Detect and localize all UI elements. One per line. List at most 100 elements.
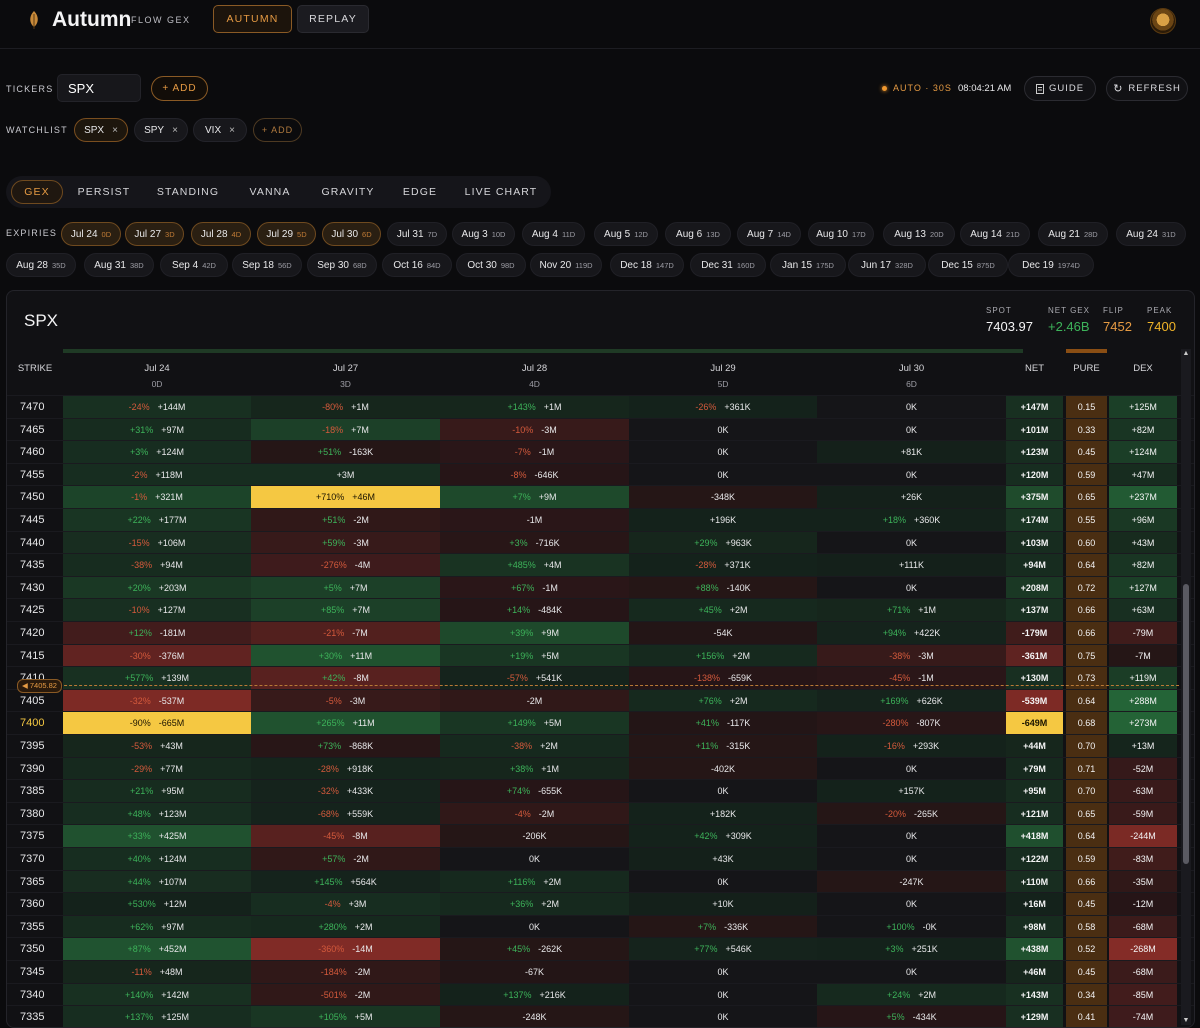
gex-cell[interactable]: -21% -7M <box>251 622 440 644</box>
gex-cell[interactable]: +116% +2M <box>440 870 629 893</box>
gex-cell[interactable]: +280% +2M <box>251 915 440 938</box>
refresh-button[interactable]: ↻ REFRESH <box>1106 76 1188 101</box>
table-row[interactable]: 7380 +48% +123M -68% +559K -4% -2M +182K -20% -26… <box>7 801 1194 825</box>
gex-cell[interactable]: +40% +124M <box>63 848 251 870</box>
gex-cell[interactable]: -28% +918K <box>251 757 440 780</box>
table-row[interactable]: 7360 +530% +12M -4% +3M +36% +2M +10K 0K +16M 0.45… <box>7 892 1194 916</box>
table-row[interactable]: 7365 +44% +107M +145% +564K +116% +2M 0K -247K +1… <box>7 869 1194 893</box>
gex-cell[interactable]: +36% +2M <box>440 893 629 916</box>
expiry-chip[interactable]: Aug 5 12D <box>594 222 658 246</box>
expiry-chip[interactable]: Dec 15 875D <box>928 253 1008 277</box>
gex-cell[interactable]: -5% -3M <box>251 689 440 712</box>
ticker-input[interactable] <box>57 74 141 102</box>
auto-refresh-status[interactable]: AUTO · 30S <box>882 83 952 93</box>
table-row[interactable]: 7375 +33% +425M -45% -8M -206K +42% +309K 0K +418… <box>7 824 1194 848</box>
expiry-chip[interactable]: Aug 7 14D <box>737 222 801 246</box>
gex-cell[interactable]: -67K <box>440 961 629 983</box>
gex-cell[interactable]: +38% +1M <box>440 757 629 780</box>
gex-cell[interactable]: -26% +361K <box>629 396 817 418</box>
gex-cell[interactable]: +145% +564K <box>251 870 440 893</box>
gex-cell[interactable]: +710% +46M <box>251 486 440 509</box>
expiry-chip[interactable]: Aug 24 31D <box>1116 222 1186 246</box>
expiry-chip[interactable]: Jul 27 3D <box>125 222 184 246</box>
tab-standing[interactable]: STANDING <box>156 186 220 198</box>
gex-cell[interactable]: -276% -4M <box>251 554 440 577</box>
gex-cell[interactable]: -20% -265K <box>817 802 1006 825</box>
gex-cell[interactable]: -1% +321M <box>63 486 251 509</box>
scroll-down-icon[interactable]: ▼ <box>1182 1017 1190 1024</box>
gex-cell[interactable]: -68% +559K <box>251 802 440 825</box>
table-row[interactable]: 7355 +62% +97M +280% +2M 0K +7% -336K +100% -0K +9… <box>7 914 1194 938</box>
gex-cell[interactable]: +87% +452M <box>63 938 251 961</box>
gex-cell[interactable]: +11% -315K <box>629 735 817 757</box>
table-row[interactable]: 7370 +40% +124M +57% -2M 0K +43K 0K +122M 0.59 -83… <box>7 847 1194 870</box>
expiry-chip[interactable]: Aug 14 21D <box>960 222 1030 246</box>
gex-cell[interactable]: +20% +203M <box>63 576 251 599</box>
watchlist-item-spy[interactable]: SPY × <box>134 118 188 142</box>
gex-cell[interactable]: +73% -868K <box>251 735 440 757</box>
gex-cell[interactable]: -24% +144M <box>63 396 251 418</box>
gex-cell[interactable]: +137% +216K <box>440 983 629 1006</box>
expiry-chip[interactable]: Aug 13 20D <box>883 222 955 246</box>
gex-cell[interactable]: 0K <box>629 780 817 802</box>
column-header[interactable]: Jul 27 3D <box>332 363 359 389</box>
table-row[interactable]: 7340 +140% +142M -501% -2M +137% +216K 0K +24% +2… <box>7 982 1194 1006</box>
gex-cell[interactable]: +45% +2M <box>629 599 817 622</box>
expiry-chip[interactable]: Jan 15 175D <box>770 253 846 277</box>
gex-cell[interactable]: +33% +425M <box>63 825 251 848</box>
gex-cell[interactable]: -8% -646K <box>440 463 629 486</box>
gex-cell[interactable]: +265% +11M <box>251 712 440 735</box>
gex-cell[interactable]: +51% -163K <box>251 441 440 464</box>
mode-autumn-button[interactable]: AUTUMN <box>213 5 292 33</box>
table-row[interactable]: 7395 -53% +43M +73% -868K -38% +2M +11% -315K -16… <box>7 734 1194 757</box>
expiry-chip[interactable]: Sep 18 56D <box>232 253 302 277</box>
expiry-chip[interactable]: Jun 17 328D <box>848 253 926 277</box>
gex-cell[interactable]: -53% +43M <box>63 735 251 757</box>
gex-cell[interactable]: +169% +626K <box>817 689 1006 712</box>
tab-edge[interactable]: EDGE <box>402 186 438 198</box>
gex-cell[interactable]: 0K <box>629 441 817 463</box>
table-row[interactable]: 7430 +20% +203M +5% +7M +67% -1M +88% -140K 0K +20… <box>7 575 1194 599</box>
gex-cell[interactable]: +42% +309K <box>629 825 817 848</box>
gex-cell[interactable]: +530% +12M <box>63 893 251 916</box>
gex-cell[interactable]: +24% +2M <box>817 983 1006 1006</box>
gex-cell[interactable]: -10% -3M <box>440 418 629 441</box>
gex-cell[interactable]: -4% +3M <box>251 893 440 916</box>
gex-cell[interactable]: -348K <box>629 486 817 509</box>
gex-cell[interactable]: +57% -2M <box>251 848 440 870</box>
table-row[interactable]: 7405 -32% -537M -5% -3M -2M +76% +2M +169% +626K -… <box>7 688 1194 712</box>
gex-cell[interactable]: +14% -484K <box>440 599 629 622</box>
gex-cell[interactable]: 0K <box>817 532 1006 554</box>
table-row[interactable]: 7335 +137% +125M +105% +5M -248K 0K +5% -434K +12… <box>7 1005 1194 1027</box>
gex-cell[interactable]: +48% +123M <box>63 802 251 825</box>
gex-cell[interactable]: 0K <box>817 464 1006 486</box>
gex-cell[interactable]: +67% -1M <box>440 576 629 599</box>
table-row[interactable]: 7460 +3% +124M +51% -163K -7% -1M 0K +81K +123M 0.… <box>7 440 1194 464</box>
column-header[interactable]: Jul 24 0D <box>144 363 170 389</box>
expiry-chip[interactable]: Dec 18 147D <box>610 253 684 277</box>
expiry-chip[interactable]: Dec 19 1974D <box>1008 253 1094 277</box>
table-row[interactable]: 7440 -15% +106M +59% -3M +3% -716K +29% +963K 0K +… <box>7 530 1194 554</box>
gex-cell[interactable]: -501% -2M <box>251 983 440 1006</box>
gex-cell[interactable]: 0K <box>440 916 629 938</box>
expiry-chip[interactable]: Sep 30 68D <box>307 253 377 277</box>
gex-cell[interactable]: +5% +7M <box>251 576 440 599</box>
gex-cell[interactable]: 0K <box>629 464 817 486</box>
gex-cell[interactable]: 0K <box>817 825 1006 847</box>
gex-cell[interactable]: -38% +2M <box>440 735 629 757</box>
table-row[interactable]: 7425 -10% +127M +85% +7M +14% -484K +45% +2M +71%… <box>7 598 1194 622</box>
gex-cell[interactable]: +3% -716K <box>440 531 629 554</box>
gex-cell[interactable]: +42% -8M <box>251 667 440 690</box>
gex-cell[interactable]: 0K <box>629 871 817 893</box>
scroll-up-icon[interactable]: ▲ <box>1182 350 1190 357</box>
gex-cell[interactable]: +94% +422K <box>817 622 1006 644</box>
gex-cell[interactable]: -29% +77M <box>63 757 251 780</box>
tab-vanna[interactable]: VANNA <box>249 186 291 198</box>
column-header[interactable]: Jul 28 4D <box>521 363 548 389</box>
gex-cell[interactable]: +22% +177M <box>63 509 251 531</box>
gex-cell[interactable]: -45% -8M <box>251 825 440 848</box>
gex-cell[interactable]: 0K <box>817 396 1006 418</box>
gex-cell[interactable]: -2M <box>440 689 629 712</box>
gex-cell[interactable]: 0K <box>629 984 817 1006</box>
expiry-chip[interactable]: Jul 30 6D <box>322 222 381 246</box>
